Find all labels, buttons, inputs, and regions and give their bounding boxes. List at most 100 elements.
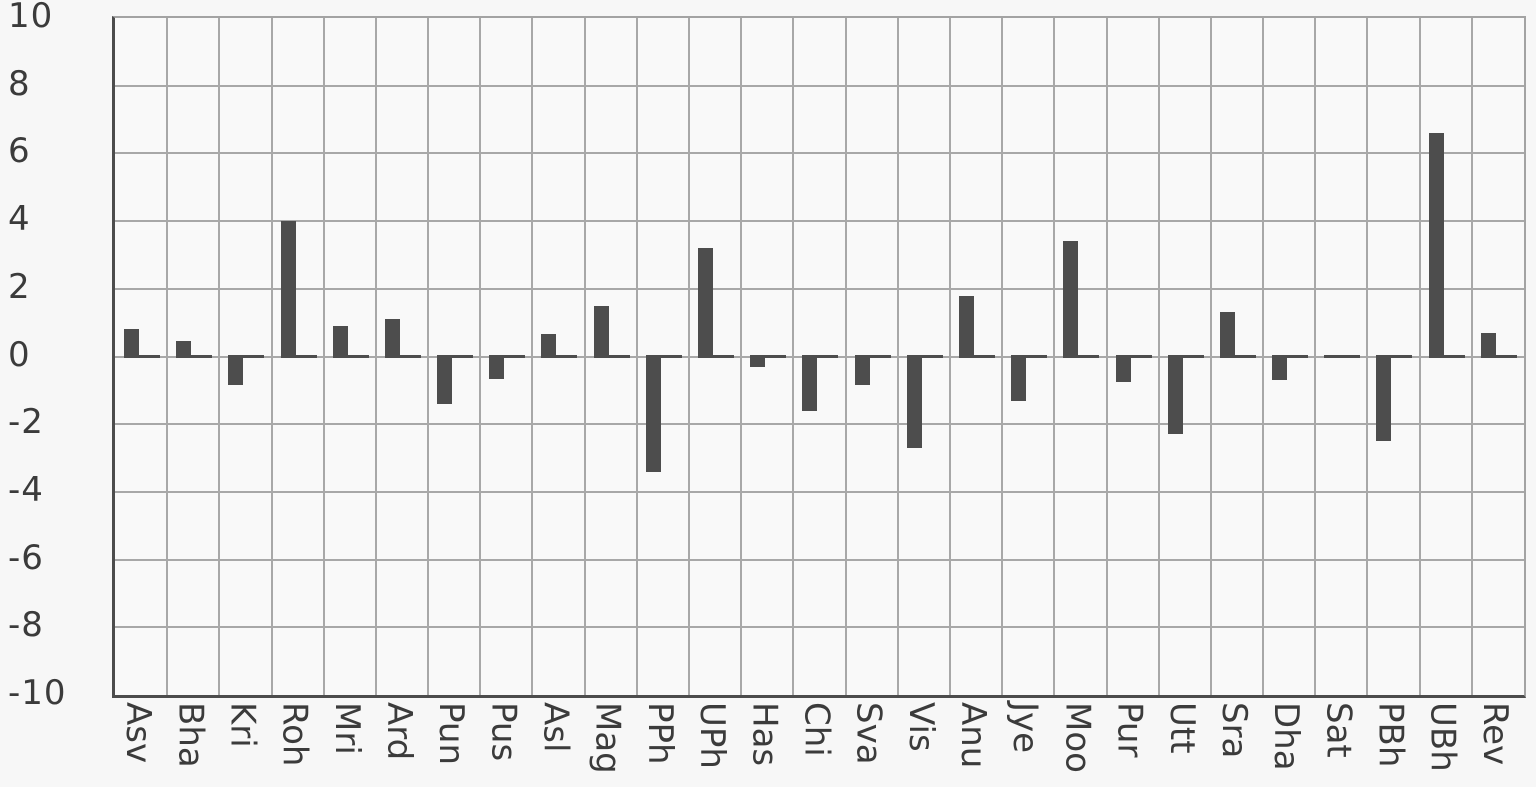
x-category-label-Mag: Mag [582,702,634,787]
x-category-label-text: Mag [587,702,628,774]
zero-line-dash [489,355,526,358]
x-category-label-Sva: Sva [843,702,895,787]
x-category-label-text: Vis [900,702,941,752]
y-tick-label: 6 [8,131,31,172]
x-category-label-text: Moo [1057,702,1098,773]
zero-line-dash [1428,355,1465,358]
zero-line-dash [698,355,735,358]
zero-line-dash [176,355,213,358]
gridline-vertical [1053,18,1056,695]
gridline-vertical [1209,18,1212,695]
x-category-label-Jye: Jye [999,702,1051,787]
y-tick-label: 2 [8,266,31,307]
zero-line-dash [1272,355,1309,358]
gridline-horizontal [115,220,1524,223]
zero-line-dash [228,355,265,358]
x-category-label-text: Ard [379,702,419,761]
gridline-vertical [1470,18,1473,695]
x-category-label-text: Jye [1005,702,1046,754]
x-category-label-text: Anu [953,702,994,769]
gridline-horizontal [115,423,1524,426]
bar-Asl [541,334,557,357]
gridline-vertical [1314,18,1317,695]
zero-line-dash [593,355,630,358]
x-category-label-text: Kri [222,702,263,748]
bar-Ard [384,319,400,357]
zero-line-dash [854,355,891,358]
x-category-label-text: Sva [848,702,889,765]
x-category-label-text: Roh [274,702,315,767]
y-tick-label: -4 [8,469,44,510]
gridline-vertical [1262,18,1265,695]
gridline-horizontal [115,558,1524,561]
bar-Anu [958,295,974,357]
x-category-label-text: Dha [1266,702,1307,771]
x-category-label-text: Asl [535,702,576,753]
gridline-vertical [166,18,169,695]
x-category-label-text: PBh [1370,702,1411,768]
gridline-vertical [374,18,377,695]
gridline-vertical [270,18,273,695]
x-category-label-Roh: Roh [269,702,321,787]
x-category-label-UBh: UBh [1417,702,1469,787]
x-category-label-Utt: Utt [1156,702,1208,787]
zero-line-dash [1115,355,1152,358]
x-category-label-text: Mri [326,702,367,755]
zero-line-dash [750,355,787,358]
gridline-vertical [479,18,482,695]
gridline-vertical [322,18,325,695]
x-category-label-text: Pun [431,702,472,766]
x-category-label-Ard: Ard [373,702,425,787]
bar-Utt [1167,356,1183,435]
bar-Sva [854,356,870,386]
y-tick-label: -2 [8,402,44,443]
x-category-label-text: Sat [1318,702,1359,758]
gridline-vertical [635,18,638,695]
bar-Chi [802,356,818,411]
x-category-label-text: Asv [118,702,159,764]
x-category-label-Chi: Chi [790,702,842,787]
gridline-vertical [218,18,221,695]
gridline-vertical [688,18,691,695]
gridline-horizontal [115,626,1524,629]
gridline-vertical [1418,18,1421,695]
gridline-horizontal [115,152,1524,155]
bar-Rev [1480,332,1496,357]
bar-Pur [1115,356,1131,382]
zero-line-dash [124,355,160,358]
zero-line-dash [958,355,995,358]
bar-Pus [489,356,505,379]
zero-line-dash [280,355,317,358]
y-tick-label: 4 [8,199,31,240]
zero-line-dash [541,355,578,358]
x-category-label-Moo: Moo [1051,702,1103,787]
x-category-label-text: PPh [639,702,680,765]
gridline-vertical [531,18,534,695]
zero-line-dash [645,355,682,358]
x-category-label-text: Pur [1109,702,1150,758]
bar-Mag [593,305,609,357]
y-tick-label: 8 [8,63,31,104]
bar-UBh [1428,133,1444,357]
zero-line-dash [1011,355,1048,358]
zero-line-dash [1480,355,1517,358]
bar-Mri [332,326,348,357]
gridline-vertical [583,18,586,695]
x-category-label-Dha: Dha [1260,702,1312,787]
x-category-label-text: Pus [483,702,524,762]
x-category-label-Pus: Pus [477,702,529,787]
x-category-label-text: Chi [796,702,837,757]
y-tick-label: -8 [8,605,44,646]
bar-Pun [437,356,453,404]
x-category-label-Sat: Sat [1312,702,1364,787]
x-category-label-Pur: Pur [1104,702,1156,787]
plot-area [112,16,1526,698]
x-category-label-Mri: Mri [321,702,373,787]
gridline-vertical [948,18,951,695]
gridline-vertical [896,18,899,695]
y-tick-label: -10 [8,673,67,713]
x-category-label-Rev: Rev [1469,702,1521,787]
x-category-label-text: Utt [1161,702,1202,754]
x-category-label-Bha: Bha [164,702,216,787]
